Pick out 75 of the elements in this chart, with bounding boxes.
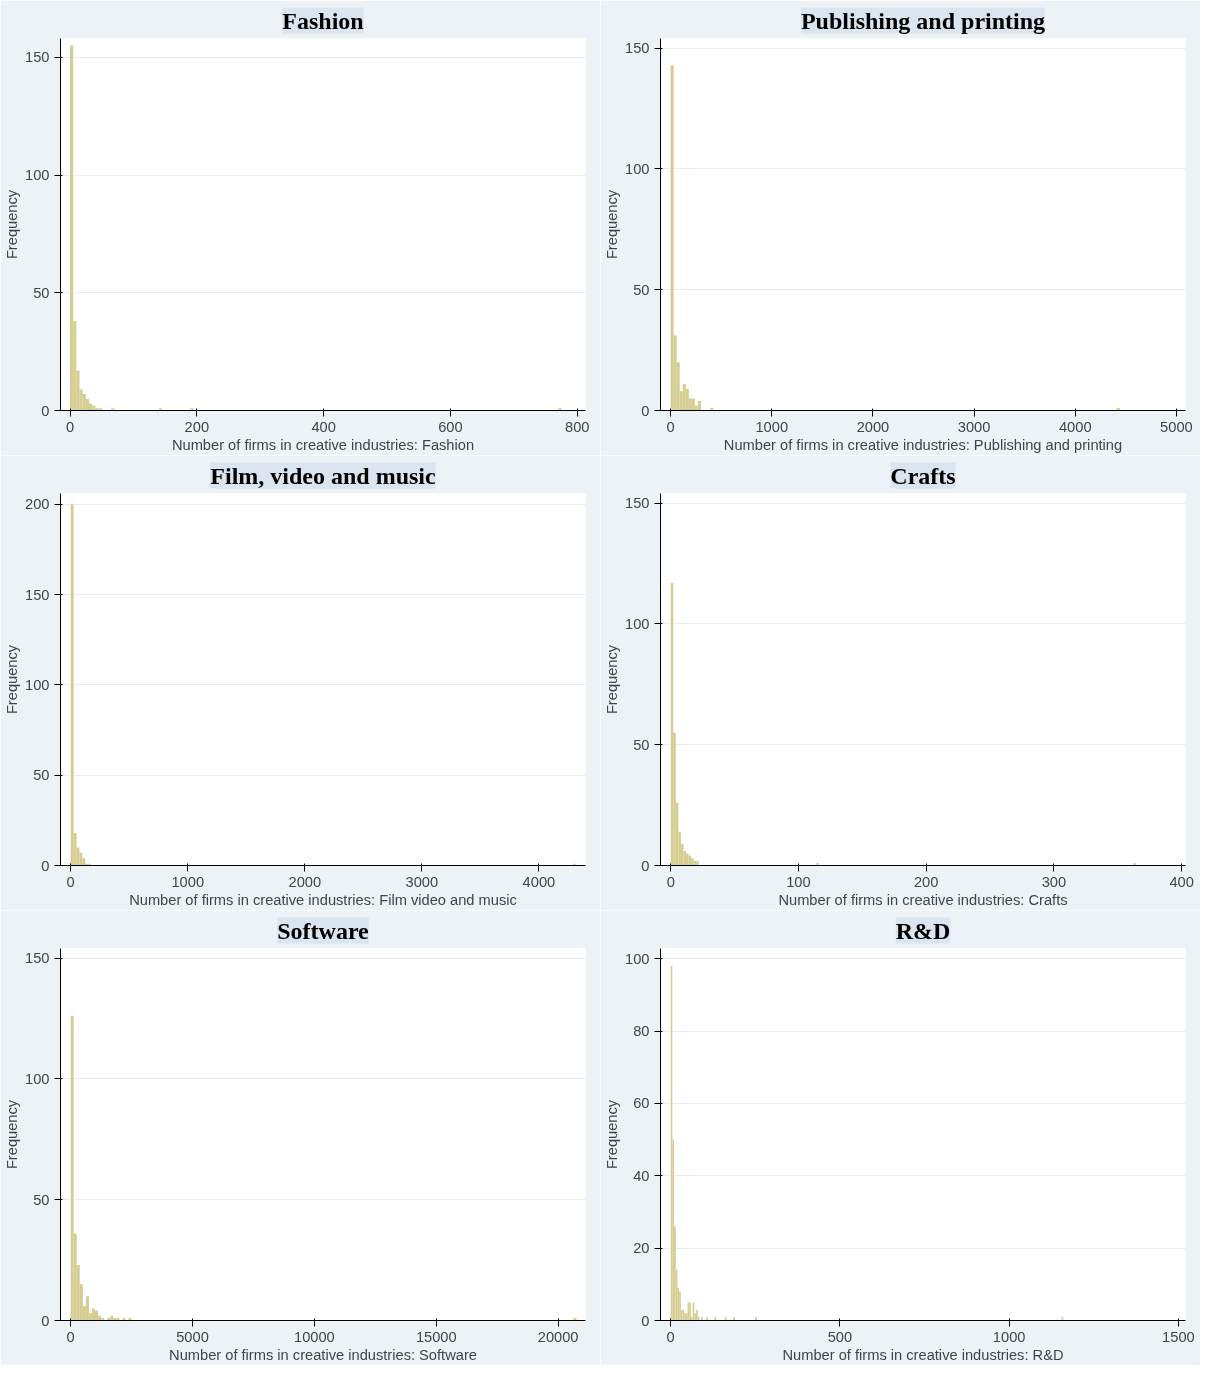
x-axis-title: Number of firms in creative industries: Software [169, 1346, 477, 1363]
y-tick-label: 150 [25, 950, 50, 967]
y-tick-label: 100 [625, 615, 650, 632]
x-tick-label: 500 [827, 1328, 853, 1345]
y-axis-title: Frequency [604, 644, 621, 715]
y-tick-label: 0 [641, 1312, 650, 1329]
x-tick-label: 5000 [176, 1328, 209, 1345]
y-axis-title: Frequency [4, 189, 21, 260]
y-tick-label: 20 [633, 1240, 650, 1257]
y-tick-label: 0 [41, 857, 50, 874]
x-tick-label: 0 [666, 873, 675, 890]
x-axis-title: Number of firms in creative industries: Fashion [171, 436, 475, 453]
x-tick-label: 2000 [288, 873, 322, 890]
x-tick-label: 600 [438, 418, 463, 435]
y-tick-label: 150 [625, 495, 650, 512]
x-axis-title: Number of firms in creative industries: Publishing and printing [723, 436, 1123, 453]
x-tick-label: 3000 [957, 418, 991, 435]
chart-title: Fashion [282, 7, 364, 34]
x-tick-label: 0 [666, 418, 675, 435]
x-tick-label: 100 [786, 873, 811, 890]
y-tick-label: 100 [625, 950, 650, 967]
y-tick-label: 150 [25, 49, 50, 66]
y-tick-label: 50 [633, 736, 650, 753]
x-tick-label: 1000 [992, 1328, 1026, 1345]
x-tick-label: 1000 [755, 418, 789, 435]
x-tick-label: 0 [65, 418, 75, 435]
x-tick-label: 10000 [294, 1328, 335, 1345]
y-tick-label: 150 [625, 40, 650, 57]
x-tick-label: 5000 [1160, 418, 1193, 435]
x-tick-label: 0 [666, 1328, 675, 1345]
y-tick-label: 0 [641, 857, 650, 874]
x-tick-label: 0 [66, 1328, 75, 1345]
x-tick-label: 400 [311, 418, 336, 435]
x-tick-label: 2000 [856, 418, 890, 435]
y-tick-label: 100 [25, 1070, 50, 1087]
y-tick-label: 100 [25, 167, 50, 184]
x-axis-title: Number of firms in creative industries: R&D [782, 1346, 1064, 1363]
x-tick-label: 4000 [1058, 418, 1092, 435]
x-tick-label: 400 [1169, 873, 1194, 890]
chart-title: Crafts [890, 462, 956, 489]
y-tick-label: 150 [25, 586, 50, 603]
y-tick-label: 0 [641, 402, 650, 419]
y-axis-title: Frequency [4, 1099, 21, 1170]
x-tick-label: 20000 [537, 1328, 579, 1345]
y-axis-title: Frequency [604, 189, 621, 260]
y-tick-label: 50 [33, 767, 50, 784]
y-tick-label: 200 [25, 496, 50, 513]
x-tick-label: 200 [913, 873, 939, 890]
y-tick-label: 40 [633, 1167, 650, 1184]
y-tick-label: 50 [33, 1191, 50, 1208]
y-tick-label: 100 [25, 676, 50, 693]
chart-title: Software [277, 917, 370, 944]
y-axis-title: Frequency [4, 644, 21, 715]
y-tick-label: 50 [33, 284, 50, 301]
y-tick-label: 80 [633, 1023, 650, 1040]
x-tick-label: 4000 [522, 873, 556, 890]
x-axis-title: Number of firms in creative industries: Crafts [778, 891, 1068, 908]
x-tick-label: 200 [184, 418, 210, 435]
x-tick-label: 800 [565, 418, 590, 435]
x-tick-label: 0 [66, 873, 75, 890]
x-tick-label: 300 [1041, 873, 1067, 890]
y-tick-label: 50 [633, 281, 650, 298]
y-tick-label: 100 [625, 160, 650, 177]
y-tick-label: 0 [41, 1312, 50, 1329]
chart-title: Film, video and music [210, 462, 437, 489]
x-tick-label: 15000 [415, 1328, 457, 1345]
chart-title: R&D [895, 917, 951, 944]
x-tick-label: 1000 [171, 873, 205, 890]
y-tick-label: 0 [41, 402, 50, 419]
chart-title: Publishing and printing [800, 7, 1046, 34]
y-axis-title: Frequency [604, 1099, 621, 1170]
y-tick-label: 60 [633, 1095, 650, 1112]
x-tick-label: 1500 [1162, 1328, 1195, 1345]
x-tick-label: 3000 [405, 873, 439, 890]
x-axis-title: Number of firms in creative industries: Film video and music [129, 891, 517, 908]
